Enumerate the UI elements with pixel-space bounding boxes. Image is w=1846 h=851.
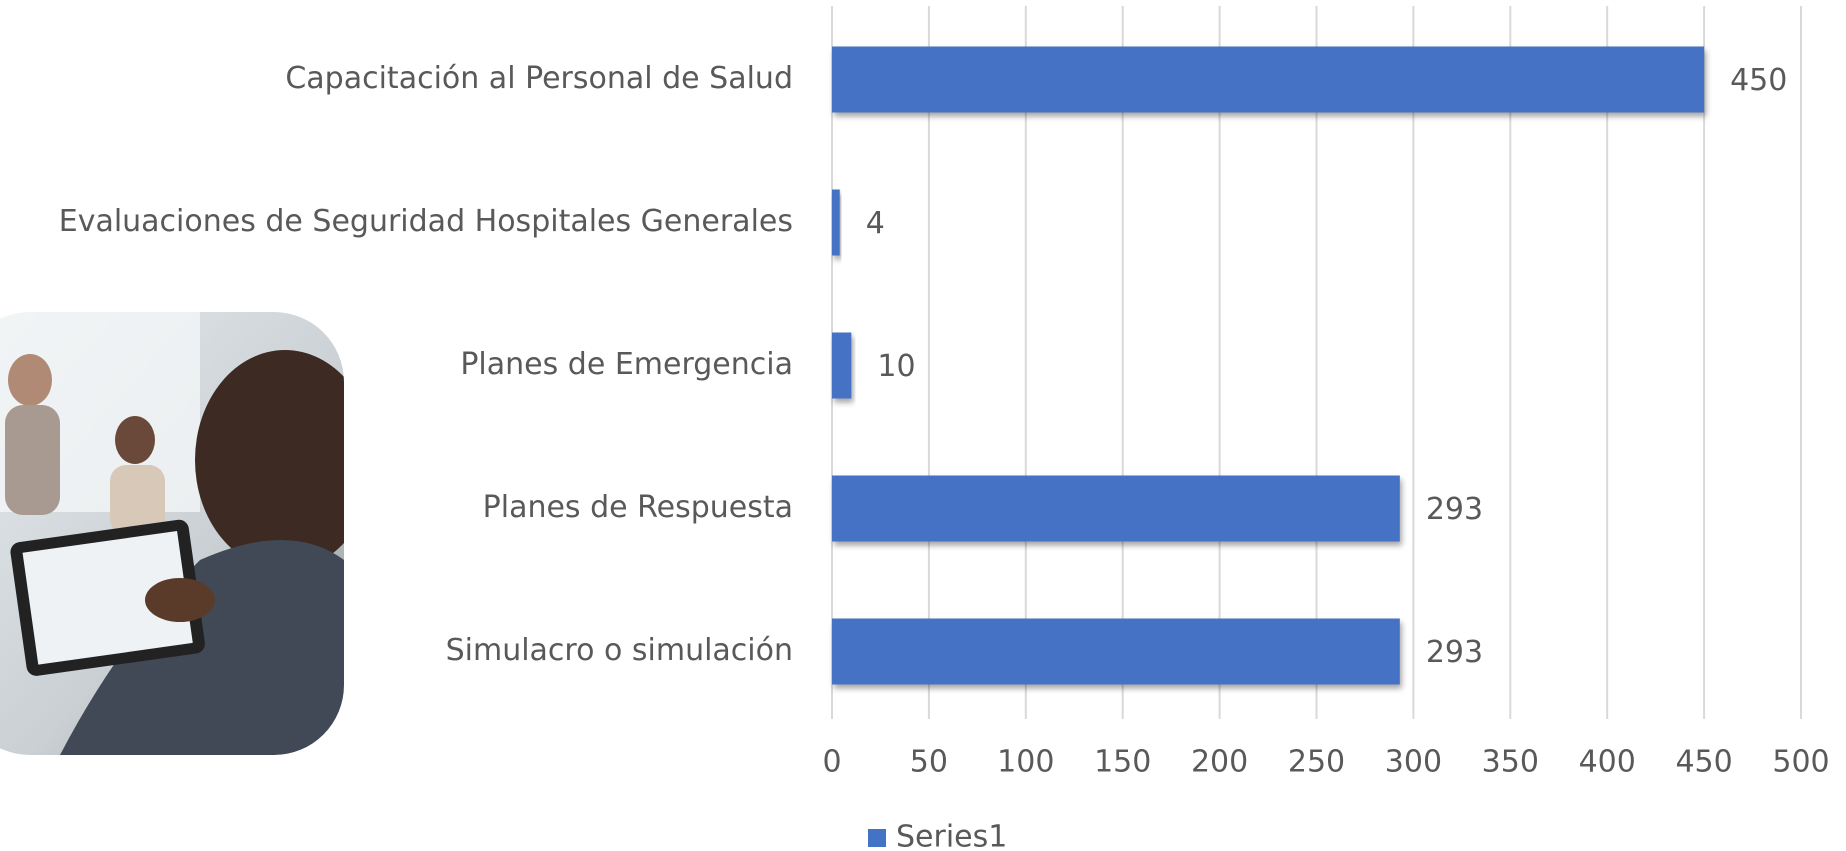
bar	[832, 47, 1704, 113]
bar	[832, 333, 851, 399]
y-tick-label: Simulacro o simulación	[446, 633, 793, 668]
y-tick-label: Planes de Emergencia	[460, 347, 793, 382]
data-label: 293	[1426, 635, 1483, 670]
x-tick-label: 450	[1675, 745, 1732, 780]
x-tick-label: 300	[1385, 745, 1442, 780]
data-label: 450	[1730, 63, 1787, 98]
x-tick-label: 200	[1191, 745, 1248, 780]
data-label: 293	[1426, 492, 1483, 527]
y-tick-label: Evaluaciones de Seguridad Hospitales Gen…	[59, 204, 793, 239]
y-tick-label: Planes de Respuesta	[483, 490, 793, 525]
data-label: 4	[866, 206, 885, 241]
bar	[832, 476, 1400, 542]
x-tick-label: 400	[1579, 745, 1636, 780]
x-tick-label: 100	[997, 745, 1054, 780]
legend-label: Series1	[896, 820, 1007, 851]
x-tick-label: 150	[1094, 745, 1151, 780]
chart: 0 50 100 150 200 250 300 350 400 450 500 Capacitaci…	[0, 0, 1846, 851]
x-tick-label: 350	[1482, 745, 1539, 780]
x-tick-label: 0	[822, 745, 841, 780]
y-tick-label: Capacitación al Personal de Salud	[285, 61, 793, 96]
x-tick-label: 500	[1772, 745, 1829, 780]
x-tick-label: 250	[1288, 745, 1345, 780]
x-tick-label: 50	[910, 745, 948, 780]
page: 0 50 100 150 200 250 300 350 400 450 500 Capacitaci…	[0, 0, 1846, 851]
bar	[832, 619, 1400, 685]
photo	[0, 312, 375, 755]
data-label: 10	[877, 349, 915, 384]
legend-swatch	[868, 829, 886, 847]
bar	[832, 190, 840, 256]
